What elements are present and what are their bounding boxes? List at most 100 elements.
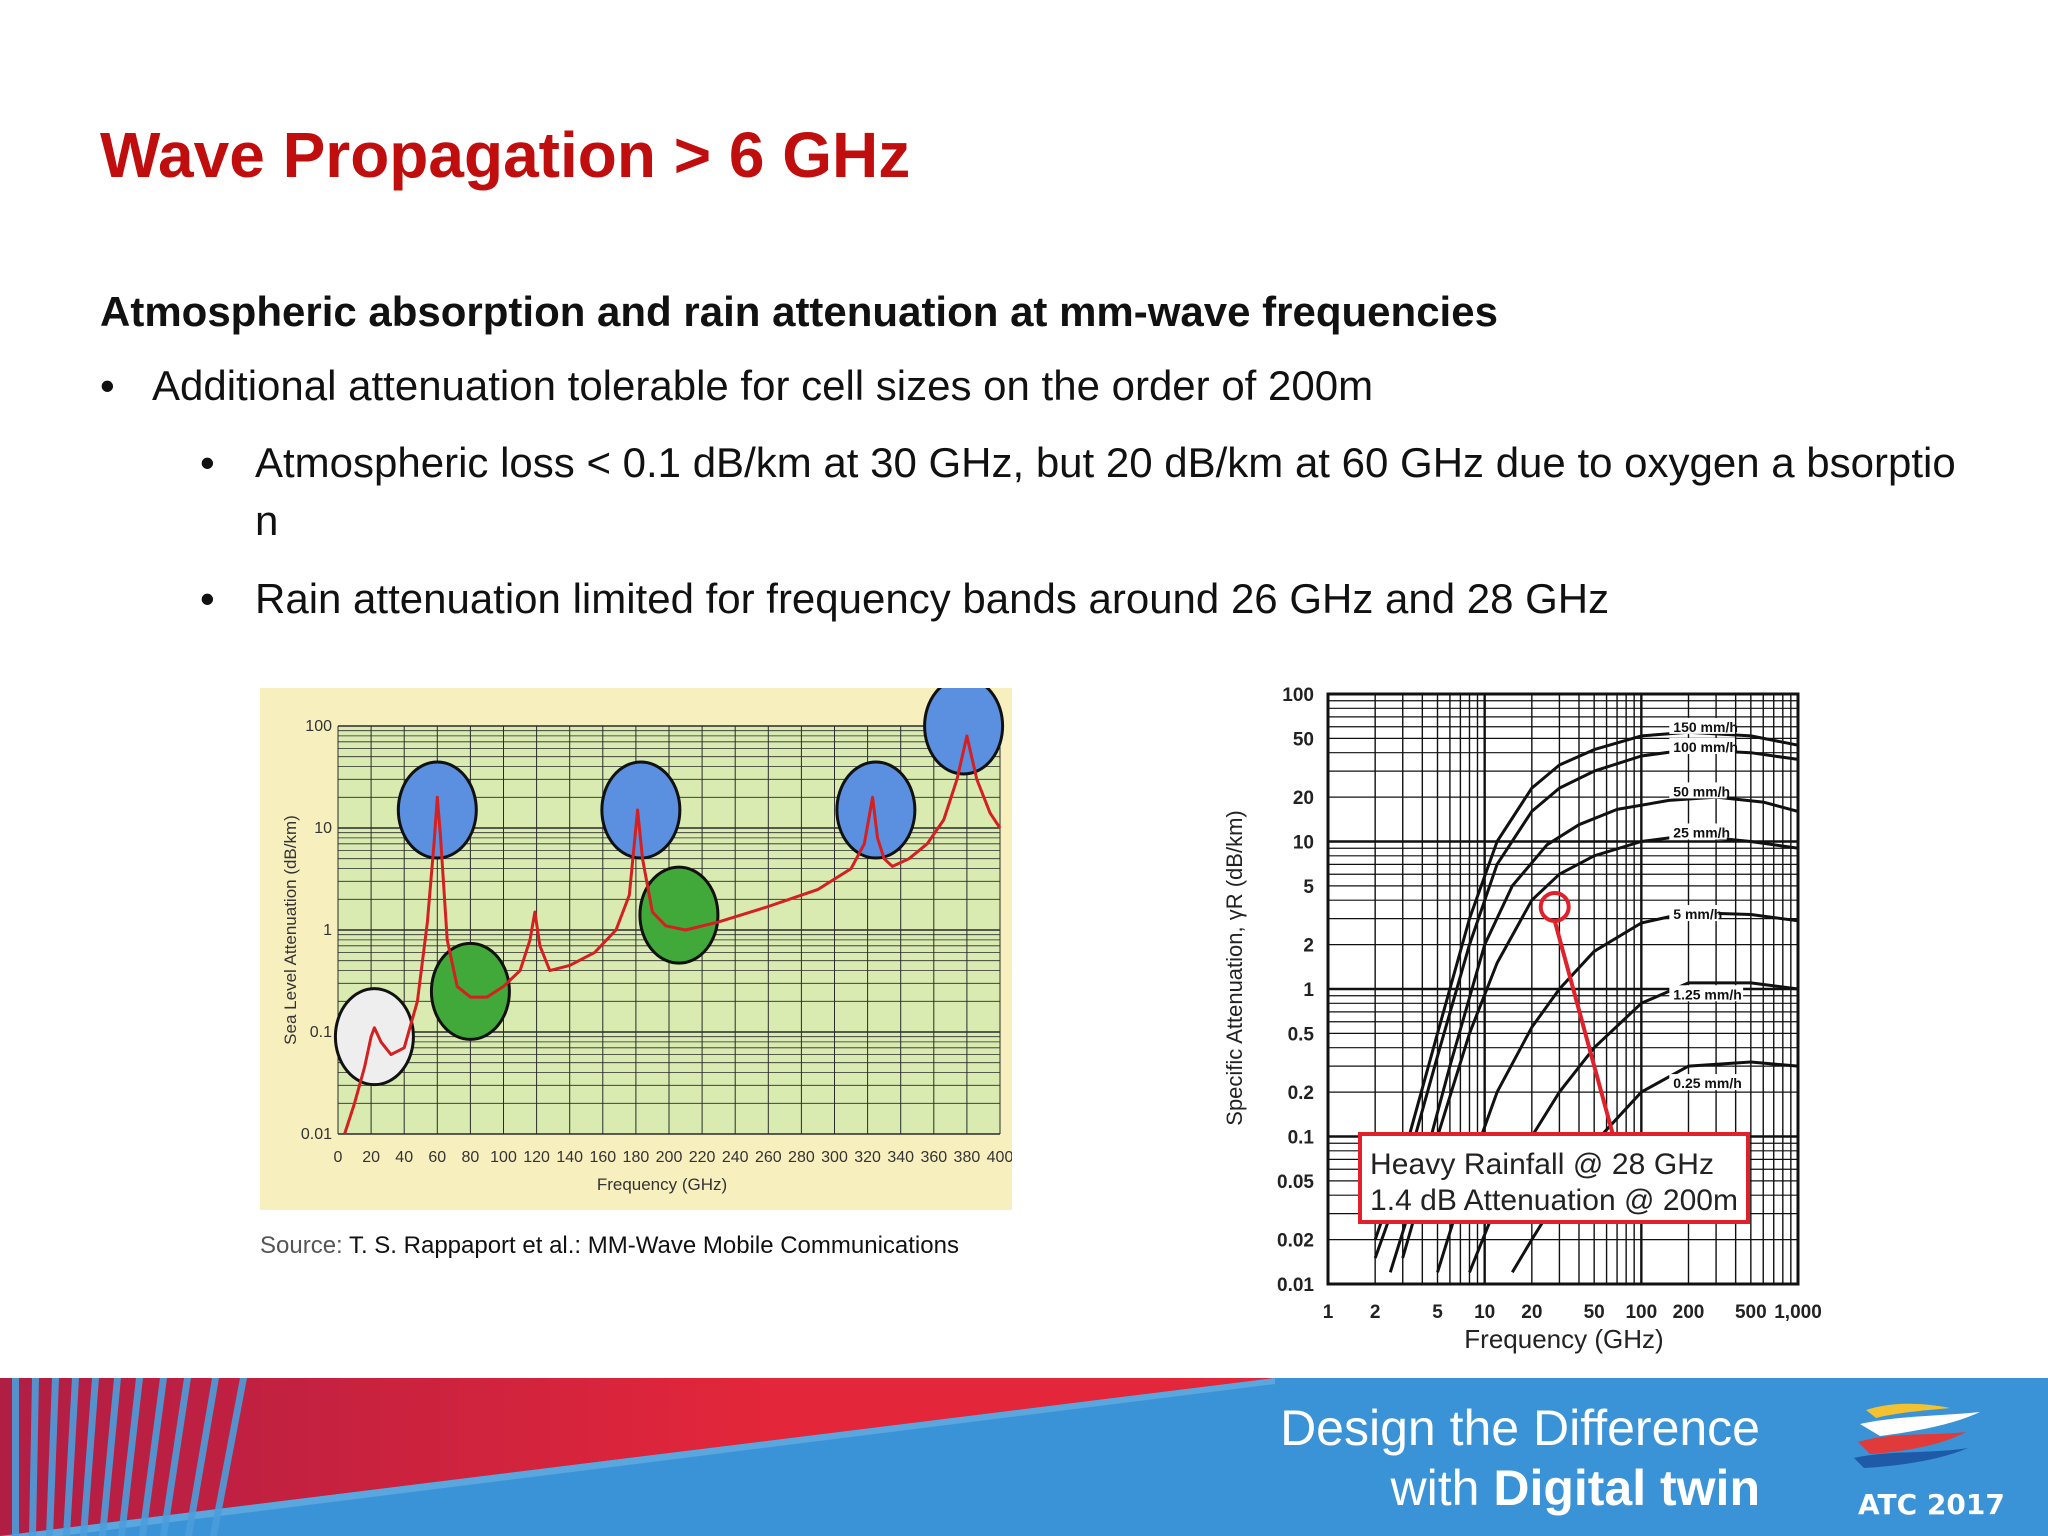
highlight-circle: [429, 941, 511, 1041]
x-axis-label: Frequency (GHz): [597, 1175, 727, 1194]
bullet-marker: •: [100, 362, 115, 409]
sub-bullet-text: Atmospheric loss < 0.1 dB/km at 30 GHz, …: [255, 439, 1956, 544]
y-tick-label: 0.02: [1277, 1231, 1314, 1252]
y-tick-label: 100: [1282, 685, 1314, 706]
x-tick-label: 280: [788, 1149, 815, 1166]
highlight-circle: [923, 688, 1005, 776]
source-citation: Source: T. S. Rappaport et al.: MM-Wave …: [260, 1232, 959, 1260]
x-tick-label: 160: [589, 1149, 616, 1166]
atmospheric-absorption-chart: 0 20 40 60 80 100 120 140 160 180 200 220 240 260 280 3…: [260, 688, 1012, 1210]
y-axis-label: Specific Attenuation, γR (dB/km): [1222, 810, 1247, 1125]
x-axis-label: Frequency (GHz): [1464, 1324, 1663, 1354]
footer-stripe: [118, 1378, 143, 1536]
x-tick-label: 2: [1370, 1302, 1381, 1323]
footer-stripe: [0, 1378, 1275, 1536]
curve-label: 50 mm/h: [1673, 783, 1730, 799]
curve-label: 25 mm/h: [1673, 825, 1730, 841]
marker-connector: [1552, 920, 1615, 1135]
footer-stripe: [12, 1378, 19, 1536]
footer-stripe: [210, 1378, 247, 1536]
curve-label-bg: [1669, 737, 1735, 754]
bullet-marker: •: [200, 439, 215, 486]
y-tick-label: 0.1: [310, 1024, 332, 1041]
x-tick-label: 40: [395, 1149, 413, 1166]
y-tick-label: 2: [1303, 936, 1314, 957]
footer-stripe: [185, 1378, 219, 1536]
curve-label: 1.25 mm/h: [1673, 986, 1741, 1002]
curve-label-bg: [1669, 985, 1744, 1002]
x-tick-label: 380: [954, 1149, 981, 1166]
x-tick-label: 80: [462, 1149, 480, 1166]
curve-label-bg: [1669, 823, 1727, 840]
y-tick-label: 0.5: [1288, 1024, 1315, 1045]
x-tick-label: 20: [362, 1149, 380, 1166]
y-tick-label: 10: [314, 820, 332, 837]
annotation-line2: 1.4 dB Attenuation @ 200m: [1370, 1184, 1738, 1217]
highlight-circle: [638, 865, 720, 965]
x-tick-label: 100: [1625, 1302, 1657, 1323]
curve-label-bg: [1669, 782, 1727, 799]
curve-label: 100 mm/h: [1673, 739, 1738, 755]
footer-stripe: [46, 1378, 59, 1536]
y-tick-label: 20: [1293, 788, 1314, 809]
tagline-bold: Digital twin: [1493, 1460, 1760, 1516]
x-tick-label: 240: [722, 1149, 749, 1166]
atc-logo-icon: [1854, 1403, 1980, 1468]
footer-stripe: [63, 1378, 79, 1536]
curve-label-bg: [1669, 1074, 1744, 1091]
slide-title: Wave Propagation > 6 GHz: [100, 119, 911, 191]
x-tick-label: 60: [428, 1149, 446, 1166]
rain-rate-curve: [1511, 1060, 1799, 1274]
y-tick-label: 0.01: [1277, 1275, 1314, 1296]
annotation-box: [1358, 1132, 1750, 1224]
x-tick-label: 300: [821, 1149, 848, 1166]
x-tick-label: 200: [1673, 1302, 1705, 1323]
y-axis-label: Sea Level Attenuation (dB/km): [281, 815, 300, 1045]
y-tick-label: 0.2: [1288, 1083, 1314, 1104]
footer-stripe: [160, 1378, 191, 1536]
x-tick-label: 1,000: [1774, 1302, 1822, 1323]
x-tick-label: 260: [755, 1149, 782, 1166]
y-tick-label: 1: [1303, 980, 1314, 1001]
x-tick-label: 320: [854, 1149, 881, 1166]
y-tick-label: 0.05: [1277, 1172, 1314, 1193]
y-tick-label: 0.01: [301, 1126, 332, 1143]
highlight-circle: [333, 987, 415, 1087]
curve-label: 0.25 mm/h: [1673, 1075, 1741, 1091]
curve-label: 150 mm/h: [1673, 719, 1738, 735]
x-tick-label: 500: [1735, 1302, 1767, 1323]
x-tick-label: 340: [887, 1149, 914, 1166]
x-tick-label: 220: [689, 1149, 716, 1166]
footer-banner: [0, 1378, 2048, 1536]
highlight-circle: [600, 760, 682, 860]
y-tick-label: 5: [1303, 877, 1314, 898]
x-tick-label: 140: [556, 1149, 583, 1166]
tagline-line1: Design the Difference: [1280, 1400, 1760, 1456]
source-text: T. S. Rappaport et al.: MM-Wave Mobile C…: [348, 1232, 959, 1259]
x-tick-label: 400: [987, 1149, 1012, 1166]
annotation-line1: Heavy Rainfall @ 28 GHz: [1370, 1148, 1714, 1181]
x-tick-label: 120: [523, 1149, 550, 1166]
y-tick-label: 50: [1293, 729, 1314, 750]
footer-stripe: [80, 1378, 99, 1536]
bullet-marker: •: [200, 575, 215, 622]
footer-stripe: [139, 1378, 167, 1536]
x-tick-label: 100: [490, 1149, 517, 1166]
x-tick-label: 180: [623, 1149, 650, 1166]
tagline-line2: with Digital twin: [1280, 1458, 1760, 1518]
highlight-circle: [835, 760, 917, 860]
sub-bullet-text: Rain attenuation limited for frequency b…: [255, 575, 1610, 622]
curve-label: 5 mm/h: [1673, 906, 1722, 922]
x-tick-label: 360: [920, 1149, 947, 1166]
source-label: Source:: [260, 1232, 343, 1259]
tagline-prefix: with: [1390, 1460, 1494, 1516]
footer-stripe: [29, 1378, 39, 1536]
x-tick-label: 0: [334, 1149, 343, 1166]
y-tick-label: 10: [1293, 833, 1314, 854]
x-tick-label: 5: [1432, 1302, 1443, 1323]
y-tick-label: 0.1: [1288, 1128, 1315, 1149]
curve-label-bg: [1669, 905, 1719, 922]
y-tick-label: 100: [305, 718, 332, 735]
footer-tagline: Design the Difference with Digital twin: [1280, 1398, 1760, 1518]
bullet-text: Additional attenuation tolerable for cel…: [152, 362, 1374, 409]
